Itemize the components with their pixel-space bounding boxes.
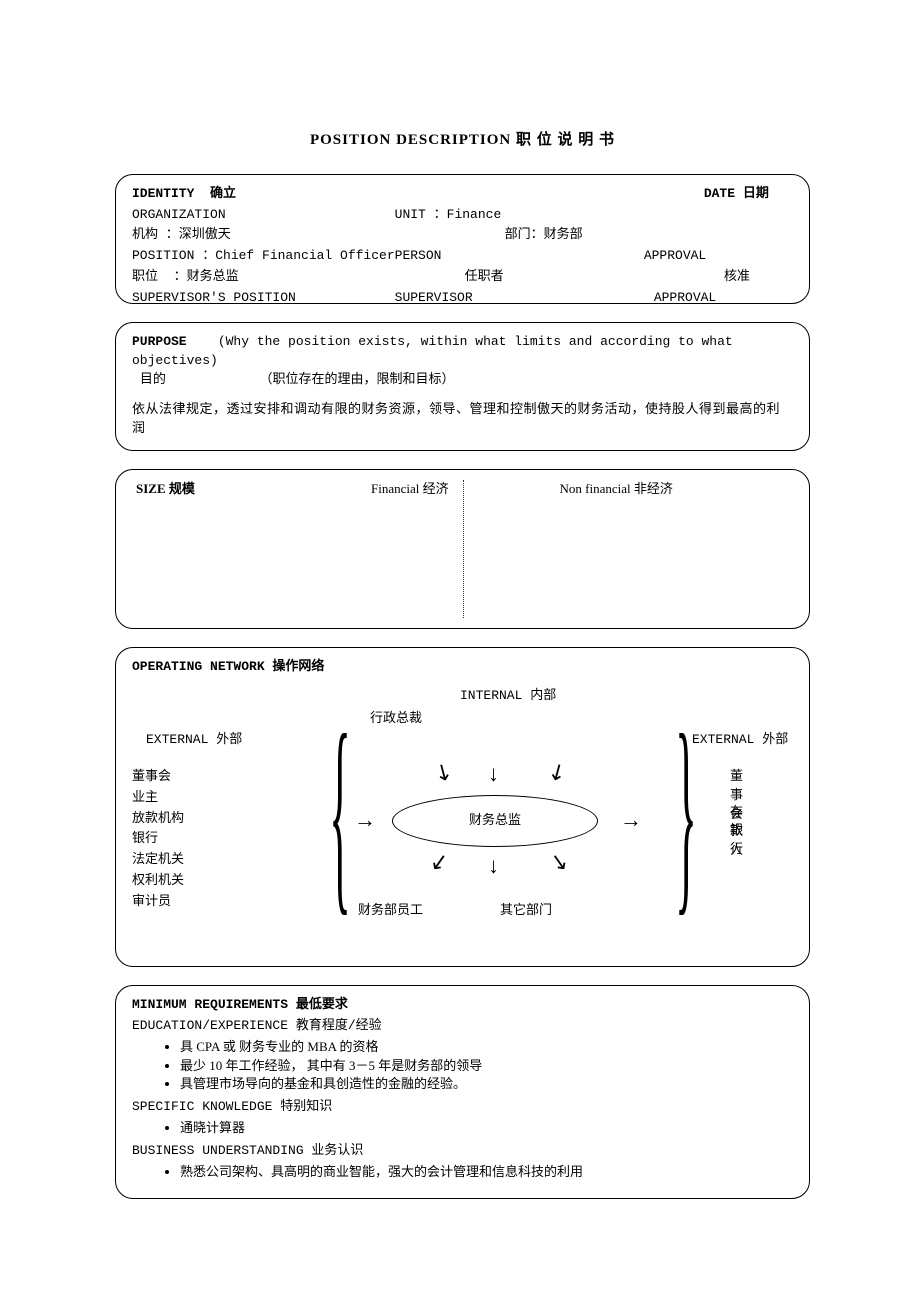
size-box: SIZE 规模 Financial 经济 Non financial 非经济 xyxy=(115,469,810,629)
org-en: ORGANIZATION xyxy=(132,206,395,225)
person-en: PERSON xyxy=(395,247,594,266)
list-item: 银行 xyxy=(132,829,184,848)
arrow-icon: ↘ xyxy=(430,758,457,786)
list-item: 最少 10 年工作经验， 其中有 3－5 年是财务部的领导 xyxy=(180,1057,793,1076)
list-item: 放款机构 xyxy=(132,809,184,828)
identity-head: IDENTITY 确立 xyxy=(132,185,395,204)
ext-left-list: 董事会业主放款机构银行法定机关权利机关审计员 xyxy=(132,767,184,913)
bus-head: BUSINESS UNDERSTANDING 业务认识 xyxy=(132,1142,793,1161)
minreq-box: MINIMUM REQUIREMENTS 最低要求 EDUCATION/EXPE… xyxy=(115,985,810,1199)
size-nonfinancial: Non financial 非经济 xyxy=(560,480,673,499)
purpose-label-zh: 目的 xyxy=(140,372,166,387)
list-item: 具管理市场导向的基金和具创造性的金融的经验。 xyxy=(180,1075,793,1094)
org-zh: 机构 ：深圳傲天 xyxy=(132,226,395,245)
list-item: 权利机关 xyxy=(132,871,184,890)
pos-en: POSITION ：Chief Financial Officer xyxy=(132,247,395,266)
arrow-icon: → xyxy=(620,809,642,831)
approval2-en: APPROVAL xyxy=(594,289,793,304)
spec-head: SPECIFIC KNOWLEDGE 特别知识 xyxy=(132,1098,793,1117)
approval-en: APPROVAL xyxy=(594,247,793,266)
size-label: SIZE 规模 xyxy=(136,480,195,499)
list-item: 具 CPA 或 财务专业的 MBA 的资格 xyxy=(180,1038,793,1057)
purpose-label-en: PURPOSE xyxy=(132,334,187,349)
size-divider xyxy=(463,480,464,618)
brace-right-icon: } xyxy=(675,703,697,923)
sup-en: SUPERVISOR xyxy=(395,289,594,304)
pos-zh: 职位 ：财务总监 xyxy=(132,268,395,287)
arrow-icon: ↓ xyxy=(488,763,499,785)
arrow-icon: ↙ xyxy=(544,758,571,786)
edu-list: 具 CPA 或 财务专业的 MBA 的资格最少 10 年工作经验， 其中有 3－… xyxy=(180,1038,793,1095)
arrow-icon: ↙ xyxy=(428,849,450,874)
internal-label: INTERNAL 内部 xyxy=(460,687,556,706)
center-node: 财务总监 xyxy=(392,795,598,847)
arrow-icon: ↘ xyxy=(548,849,570,874)
person-zh: 任职者 xyxy=(395,268,594,287)
list-item: 业主 xyxy=(132,788,184,807)
top-node: 行政总裁 xyxy=(370,709,422,728)
arrow-icon: ↓ xyxy=(488,855,499,877)
unit-en: UNIT ：Finance xyxy=(395,206,594,225)
size-financial: Financial 经济 xyxy=(371,480,449,499)
list-item: 熟悉公司架构、具高明的商业智能，强大的会计管理和信息科技的利用 xyxy=(180,1163,793,1182)
list-item: 法定机关 xyxy=(132,850,184,869)
edu-head: EDUCATION/EXPERIENCE 教育程度/经验 xyxy=(132,1017,793,1036)
brace-left-icon: { xyxy=(329,703,351,923)
sup-pos-en: SUPERVISOR'S POSITION xyxy=(132,289,395,304)
bus-list: 熟悉公司架构、具高明的商业智能，强大的会计管理和信息科技的利用 xyxy=(180,1163,793,1182)
list-item: 通晓计算器 xyxy=(180,1119,793,1138)
purpose-body: 依从法律规定，透过安排和调动有限的财务资源，领导、管理和控制傲天的财务活动，使持… xyxy=(132,400,793,438)
approval-zh: 核准 xyxy=(594,268,793,287)
minreq-title: MINIMUM REQUIREMENTS 最低要求 xyxy=(132,997,348,1012)
opnet-stage: INTERNAL 内部 行政总裁 EXTERNAL 外部 EXTERNAL 外部… xyxy=(132,683,793,945)
purpose-box: PURPOSE (Why the position exists, within… xyxy=(115,322,810,451)
external-left-label: EXTERNAL 外部 xyxy=(146,731,242,750)
list-item: 董事会 xyxy=(132,767,184,786)
purpose-desc-zh: （职位存在的理由，限制和目标） xyxy=(259,371,454,386)
bottom-left-node: 财务部员工 xyxy=(358,901,423,920)
external-right-label: EXTERNAL 外部 xyxy=(692,731,788,750)
bottom-right-node: 其它部门 xyxy=(500,901,552,920)
opnet-box: OPERATING NETWORK 操作网络 INTERNAL 内部 行政总裁 … xyxy=(115,647,810,967)
list-item: 审计员 xyxy=(132,892,184,911)
dept-zh: 部门：财务部 xyxy=(395,226,594,245)
purpose-desc-en: (Why the position exists, within what li… xyxy=(132,334,733,368)
page-title: POSITION DESCRIPTION 职 位 说 明 书 xyxy=(115,130,810,152)
opnet-title: OPERATING NETWORK 操作网络 xyxy=(132,659,324,674)
identity-box: IDENTITY 确立 DATE 日期 ORGANIZATION UNIT ：F… xyxy=(115,174,810,304)
list-item: 银行 xyxy=(730,821,743,859)
date-label: DATE 日期 xyxy=(594,185,793,204)
arrow-icon: → xyxy=(354,809,376,831)
spec-list: 通晓计算器 xyxy=(180,1119,793,1138)
